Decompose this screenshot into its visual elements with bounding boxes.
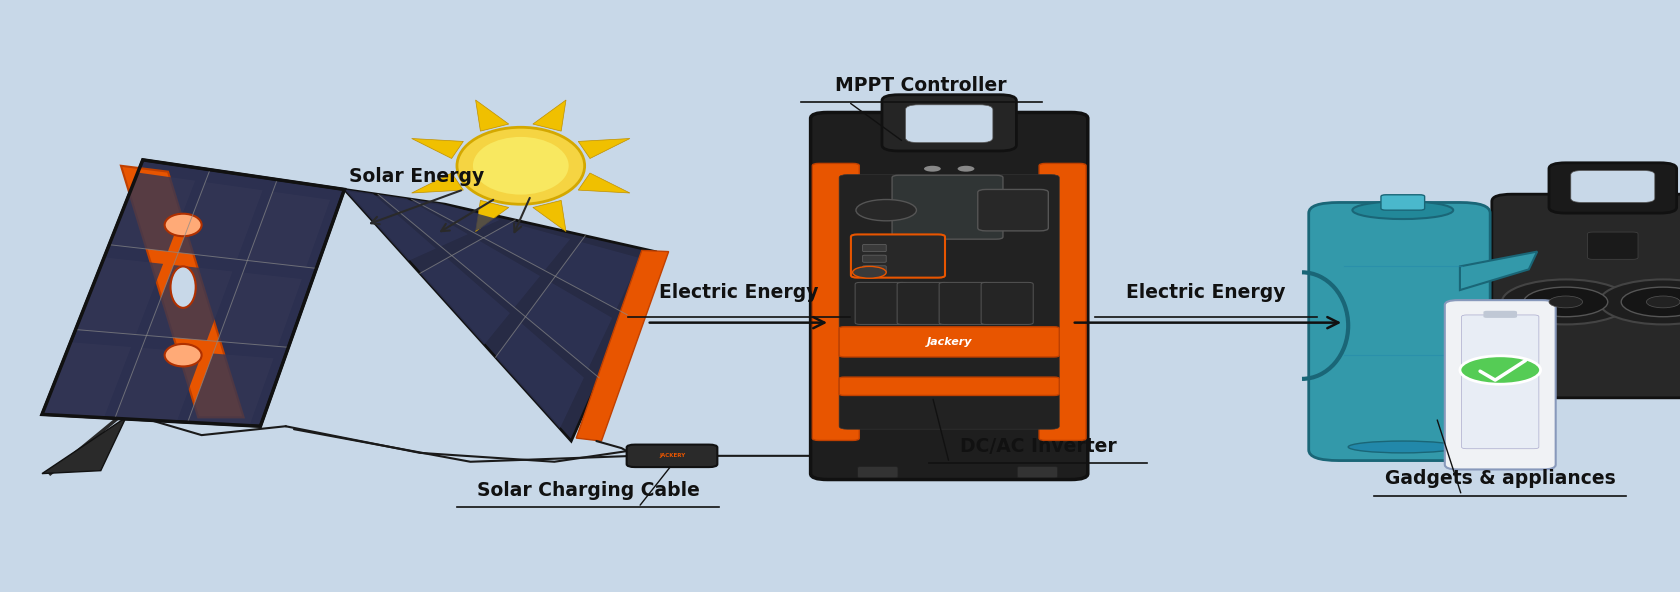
Polygon shape: [576, 250, 669, 441]
Circle shape: [855, 200, 917, 221]
Circle shape: [1621, 287, 1680, 317]
Polygon shape: [1460, 252, 1537, 290]
FancyBboxPatch shape: [981, 282, 1033, 324]
Text: Electric Energy: Electric Energy: [660, 283, 818, 302]
FancyBboxPatch shape: [1549, 163, 1677, 213]
Text: Gadgets & appliances: Gadgets & appliances: [1384, 469, 1616, 488]
Circle shape: [852, 266, 887, 278]
Polygon shape: [475, 200, 509, 231]
FancyBboxPatch shape: [1462, 315, 1539, 449]
FancyBboxPatch shape: [1483, 311, 1517, 318]
Polygon shape: [533, 100, 566, 131]
FancyBboxPatch shape: [897, 282, 949, 324]
Polygon shape: [344, 189, 655, 441]
FancyBboxPatch shape: [864, 266, 887, 273]
FancyBboxPatch shape: [811, 163, 858, 440]
Circle shape: [1599, 279, 1680, 324]
Polygon shape: [484, 223, 570, 271]
Text: JACKERY: JACKERY: [659, 453, 685, 458]
FancyBboxPatch shape: [838, 175, 1058, 429]
Ellipse shape: [1352, 201, 1453, 219]
FancyBboxPatch shape: [855, 282, 907, 324]
Polygon shape: [178, 182, 262, 259]
Polygon shape: [121, 166, 244, 417]
Polygon shape: [42, 160, 344, 426]
Ellipse shape: [165, 344, 202, 366]
FancyBboxPatch shape: [857, 466, 897, 478]
Polygon shape: [378, 194, 469, 246]
Polygon shape: [526, 282, 612, 369]
FancyBboxPatch shape: [939, 282, 991, 324]
Text: Solar Charging Cable: Solar Charging Cable: [477, 481, 699, 500]
Text: Jackery: Jackery: [926, 337, 973, 347]
Polygon shape: [109, 173, 195, 252]
Ellipse shape: [474, 137, 568, 195]
Circle shape: [1549, 296, 1583, 308]
FancyBboxPatch shape: [864, 244, 887, 252]
Circle shape: [958, 166, 974, 172]
FancyBboxPatch shape: [1492, 194, 1680, 398]
Polygon shape: [114, 348, 202, 422]
FancyBboxPatch shape: [1571, 170, 1655, 202]
Polygon shape: [188, 353, 274, 426]
FancyBboxPatch shape: [882, 95, 1016, 151]
Polygon shape: [578, 173, 630, 193]
FancyBboxPatch shape: [1445, 300, 1556, 469]
Circle shape: [1524, 287, 1608, 317]
Polygon shape: [42, 417, 126, 474]
Polygon shape: [344, 189, 435, 260]
FancyBboxPatch shape: [627, 445, 717, 467]
Circle shape: [924, 166, 941, 172]
Polygon shape: [578, 139, 630, 159]
Circle shape: [1460, 356, 1541, 384]
FancyBboxPatch shape: [864, 255, 887, 262]
Polygon shape: [146, 265, 232, 340]
FancyBboxPatch shape: [1309, 202, 1490, 461]
Polygon shape: [496, 323, 585, 429]
Polygon shape: [556, 242, 640, 309]
Polygon shape: [412, 139, 464, 159]
FancyBboxPatch shape: [906, 105, 993, 143]
Polygon shape: [42, 342, 131, 418]
FancyBboxPatch shape: [810, 112, 1087, 480]
FancyBboxPatch shape: [1588, 232, 1638, 259]
FancyBboxPatch shape: [838, 377, 1058, 395]
FancyBboxPatch shape: [1038, 163, 1085, 440]
FancyBboxPatch shape: [850, 234, 944, 278]
Circle shape: [1502, 279, 1630, 324]
Ellipse shape: [457, 127, 585, 204]
Ellipse shape: [165, 214, 202, 236]
FancyBboxPatch shape: [978, 189, 1048, 231]
Text: DC/AC Inverter: DC/AC Inverter: [959, 437, 1117, 456]
Polygon shape: [76, 258, 163, 334]
FancyBboxPatch shape: [1016, 466, 1057, 478]
Polygon shape: [420, 258, 511, 345]
Polygon shape: [217, 273, 302, 346]
Polygon shape: [412, 200, 501, 232]
FancyBboxPatch shape: [838, 327, 1058, 357]
Polygon shape: [412, 173, 464, 193]
Polygon shape: [452, 240, 539, 308]
Ellipse shape: [1347, 441, 1457, 453]
Polygon shape: [475, 100, 509, 131]
Ellipse shape: [171, 266, 195, 308]
FancyBboxPatch shape: [892, 175, 1003, 239]
Text: Solar Energy: Solar Energy: [349, 168, 484, 186]
Polygon shape: [247, 192, 329, 267]
Text: MPPT Controller: MPPT Controller: [835, 76, 1006, 95]
Text: Electric Energy: Electric Energy: [1127, 283, 1285, 302]
Polygon shape: [533, 200, 566, 231]
Circle shape: [1646, 296, 1680, 308]
FancyBboxPatch shape: [1381, 195, 1425, 210]
